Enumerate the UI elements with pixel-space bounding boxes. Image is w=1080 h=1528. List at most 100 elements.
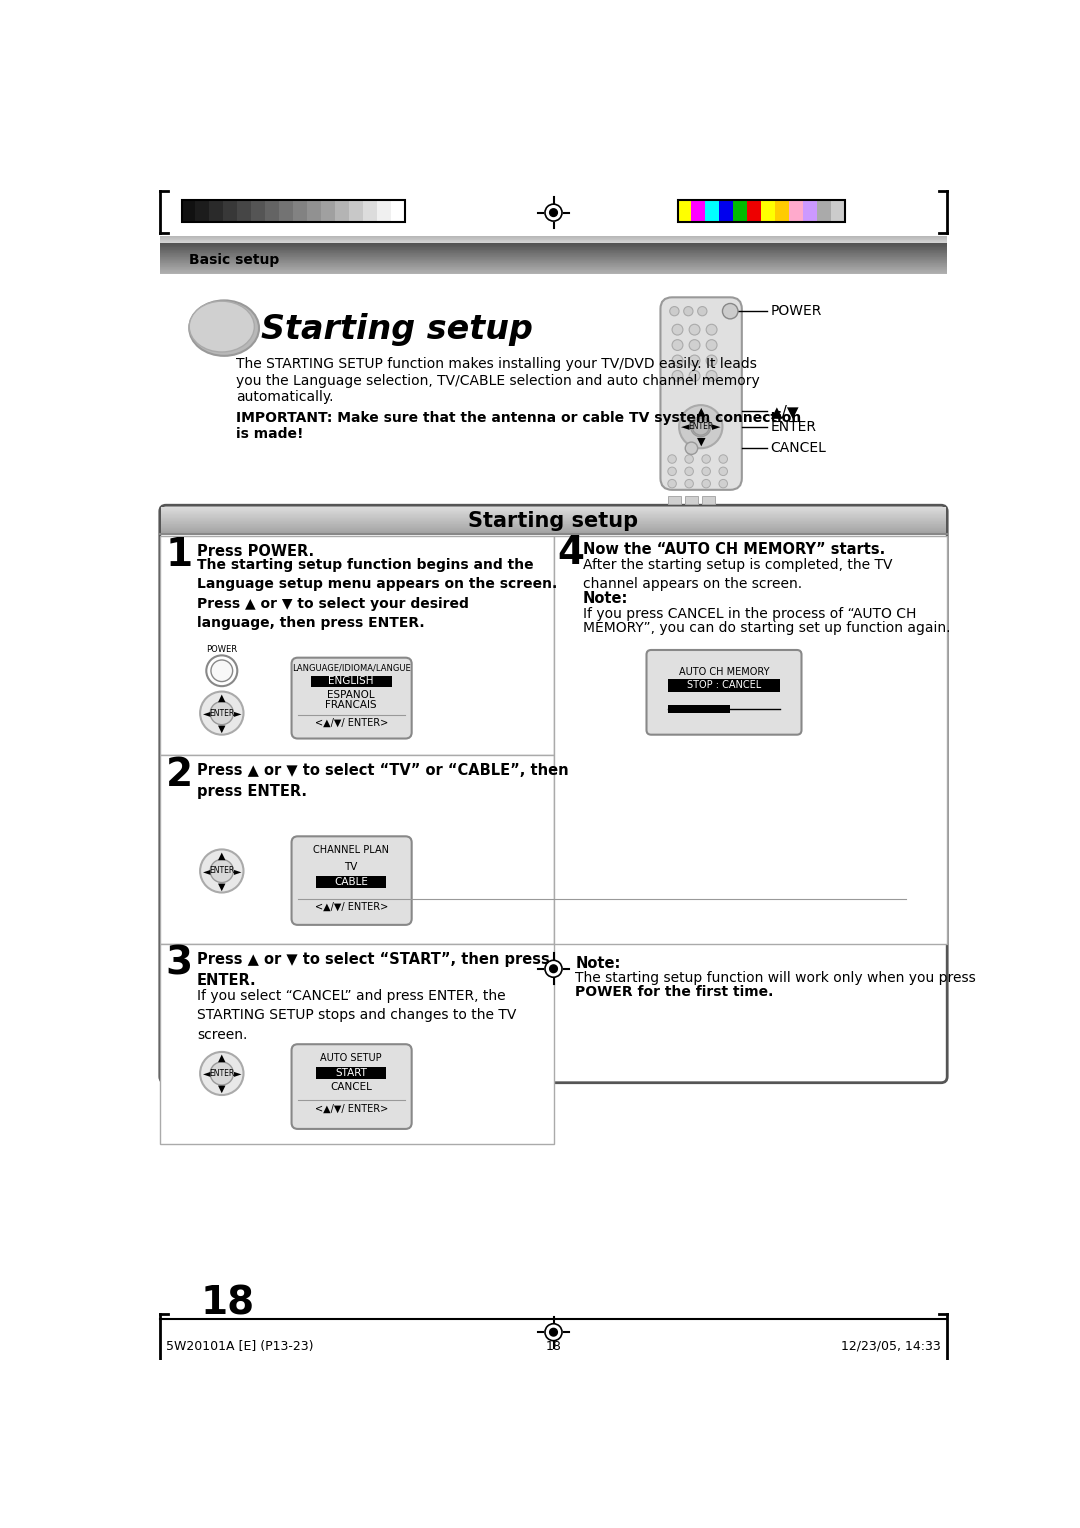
Bar (316, 1068, 387, 1079)
Bar (719, 200, 733, 222)
Bar (691, 200, 705, 222)
Bar (677, 200, 845, 222)
Text: Press POWER.: Press POWER. (197, 544, 314, 559)
Text: POWER: POWER (770, 304, 822, 318)
Circle shape (211, 701, 233, 724)
FancyBboxPatch shape (292, 1044, 411, 1129)
Text: ►: ► (233, 866, 241, 876)
Circle shape (200, 692, 243, 735)
Circle shape (685, 468, 693, 475)
Text: CHANNEL PLAN: CHANNEL PLAN (313, 845, 389, 856)
Bar (311, 677, 392, 688)
Text: 5W20101A [E] (P13-23): 5W20101A [E] (P13-23) (166, 1340, 313, 1352)
Text: ▼: ▼ (697, 437, 705, 448)
Text: 2: 2 (165, 756, 192, 793)
Bar (775, 200, 789, 222)
Text: The starting setup function will work only when you press: The starting setup function will work on… (576, 972, 976, 986)
Circle shape (706, 339, 717, 350)
Bar (669, 497, 680, 504)
Bar (160, 755, 554, 944)
Circle shape (672, 324, 683, 335)
Text: Now the “AUTO CH MEMORY” starts.: Now the “AUTO CH MEMORY” starts. (583, 542, 886, 558)
Text: ENTER: ENTER (210, 709, 234, 718)
Circle shape (200, 1051, 243, 1096)
Circle shape (200, 850, 243, 892)
Text: ◄: ◄ (203, 866, 210, 876)
Circle shape (685, 442, 698, 454)
Bar (335, 200, 349, 222)
Circle shape (545, 960, 562, 978)
Circle shape (719, 480, 728, 487)
Text: 4: 4 (557, 533, 584, 571)
Bar (321, 200, 335, 222)
Text: Note:: Note: (583, 591, 629, 607)
Bar (160, 274, 947, 1291)
Text: 1: 1 (165, 536, 192, 575)
Text: CANCEL: CANCEL (770, 442, 826, 455)
Text: ENTER: ENTER (210, 1070, 234, 1077)
Text: CANCEL: CANCEL (330, 1082, 373, 1093)
Text: CABLE: CABLE (335, 877, 368, 886)
Circle shape (719, 468, 728, 475)
Text: STOP : CANCEL: STOP : CANCEL (687, 680, 761, 689)
Circle shape (206, 656, 238, 686)
Circle shape (672, 370, 683, 382)
Bar (195, 200, 210, 222)
Text: FRANCAIS: FRANCAIS (325, 700, 377, 711)
Circle shape (706, 370, 717, 382)
FancyBboxPatch shape (160, 506, 947, 1083)
Text: is made!: is made! (235, 428, 303, 442)
Text: ENTER: ENTER (770, 420, 816, 434)
Bar (733, 200, 747, 222)
Text: ►: ► (712, 422, 720, 432)
Circle shape (689, 354, 700, 365)
Bar (669, 680, 780, 692)
Bar (316, 877, 387, 888)
Circle shape (706, 354, 717, 365)
Bar (377, 200, 391, 222)
Text: ◄: ◄ (681, 422, 689, 432)
Ellipse shape (189, 301, 259, 356)
Text: Basic setup: Basic setup (189, 254, 280, 267)
Text: POWER for the first time.: POWER for the first time. (576, 986, 773, 999)
Circle shape (550, 209, 557, 217)
Text: <▲/▼/ ENTER>: <▲/▼/ ENTER> (314, 902, 388, 912)
Circle shape (692, 419, 710, 435)
Text: 12/23/05, 14:33: 12/23/05, 14:33 (841, 1340, 941, 1352)
Circle shape (211, 859, 233, 883)
Text: ▲: ▲ (697, 406, 705, 416)
Bar (279, 200, 293, 222)
Bar (293, 200, 307, 222)
Text: 18: 18 (545, 1340, 562, 1352)
Bar (224, 200, 238, 222)
Text: <▲/▼/ ENTER>: <▲/▼/ ENTER> (314, 717, 388, 727)
Bar (391, 200, 405, 222)
Bar (266, 200, 279, 222)
Text: ►: ► (233, 1068, 241, 1079)
Circle shape (706, 324, 717, 335)
Bar (761, 200, 775, 222)
Circle shape (698, 307, 707, 316)
Circle shape (550, 964, 557, 973)
Text: you the Language selection, TV/CABLE selection and auto channel memory: you the Language selection, TV/CABLE sel… (235, 373, 759, 388)
Text: <▲/▼/ ENTER>: <▲/▼/ ENTER> (314, 1103, 388, 1114)
FancyBboxPatch shape (292, 657, 411, 738)
Text: Starting setup: Starting setup (469, 510, 638, 530)
Text: ▲: ▲ (218, 851, 226, 860)
Circle shape (689, 370, 700, 382)
Bar (363, 200, 377, 222)
Bar (685, 497, 698, 504)
Text: AUTO CH MEMORY: AUTO CH MEMORY (678, 666, 769, 677)
Text: Starting setup: Starting setup (260, 313, 532, 347)
Text: ◄: ◄ (203, 1068, 210, 1079)
Text: automatically.: automatically. (235, 391, 334, 405)
Bar (677, 200, 691, 222)
Bar (252, 200, 266, 222)
Circle shape (689, 324, 700, 335)
Text: ▼: ▼ (218, 882, 226, 891)
Circle shape (670, 307, 679, 316)
Text: Note:: Note: (576, 955, 621, 970)
Text: ENTER: ENTER (688, 422, 714, 431)
Bar (804, 200, 816, 222)
Text: ►: ► (233, 707, 241, 718)
